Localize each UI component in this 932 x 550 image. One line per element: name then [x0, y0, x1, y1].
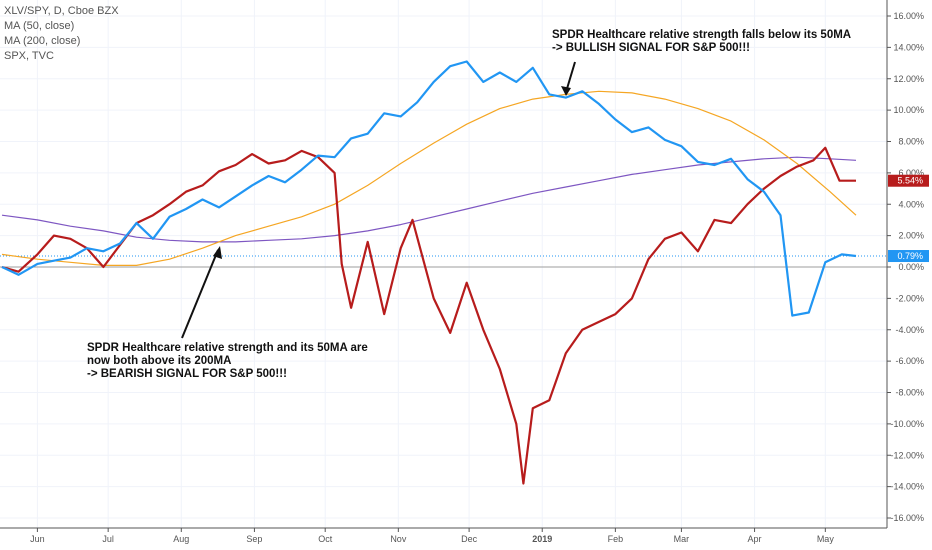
y-tick-label: -10.00%: [890, 419, 924, 429]
x-tick-label: Mar: [674, 534, 690, 544]
x-tick-label: Jun: [30, 534, 45, 544]
last-value-tags: 5.54% 0.79%: [888, 174, 929, 263]
last-value-tag-xlv_spy: [888, 250, 929, 263]
y-tick-label: 14.00%: [893, 42, 924, 52]
x-tick-label: Dec: [461, 534, 478, 544]
bottom-annotation-arrowhead: [213, 246, 222, 259]
series-line-xlv_spy: [1, 60, 857, 317]
top-annotation-line2: -> BULLISH SIGNAL FOR S&P 500!!!: [552, 42, 750, 54]
legend: XLV/SPY, D, Cboe BZX MA (50, close) MA (…: [4, 4, 119, 64]
y-tick-label: 0.00%: [898, 262, 924, 272]
bottom-annotation: SPDR Healthcare relative strength and it…: [87, 342, 368, 381]
y-tick-label: -12.00%: [890, 450, 924, 460]
y-tick-label: -6.00%: [895, 356, 924, 366]
x-tick-label: 2019: [532, 534, 552, 544]
series-layer: [1, 60, 857, 485]
y-tick-label: 2.00%: [898, 231, 924, 241]
y-tick-label: 6.00%: [898, 168, 924, 178]
x-tick-label: Oct: [318, 534, 333, 544]
y-tick-label: -4.00%: [895, 325, 924, 335]
series-line-ma50: [1, 90, 857, 266]
x-tick-label: Apr: [748, 534, 762, 544]
grid: [0, 0, 887, 528]
y-tick-label: 8.00%: [898, 137, 924, 147]
y-tick-label: -16.00%: [890, 513, 924, 523]
last-value-tag-text-spx: 5.54%: [897, 176, 923, 186]
bottom-annotation-line3: -> BEARISH SIGNAL FOR S&P 500!!!: [87, 368, 287, 380]
x-tick-label: Feb: [608, 534, 624, 544]
legend-spx: SPX, TVC: [4, 50, 54, 62]
top-annotation-arrowhead: [561, 86, 571, 96]
y-axis-ticks: 16.00% 14.00% 12.00% 10.00% 8.00% 6.00% 4.00% 2…: [887, 11, 924, 523]
legend-ma200: MA (200, close): [4, 35, 81, 47]
y-tick-label: 12.00%: [893, 74, 924, 84]
x-tick-label: May: [817, 534, 835, 544]
y-tick-label: -14.00%: [890, 482, 924, 492]
legend-symbol: XLV/SPY, D, Cboe BZX: [4, 5, 119, 17]
y-tick-label: 4.00%: [898, 199, 924, 209]
y-tick-label: -8.00%: [895, 388, 924, 398]
last-value-tag-text-xlv_spy: 0.79%: [897, 251, 923, 261]
x-tick-label: Aug: [173, 534, 189, 544]
x-tick-label: Jul: [102, 534, 114, 544]
y-tick-label: -2.00%: [895, 293, 924, 303]
x-axis-ticks: Jun Jul Aug Sep Oct Nov Dec 2019 Feb Mar Apr May: [30, 528, 834, 544]
top-annotation: SPDR Healthcare relative strength falls …: [552, 29, 851, 55]
last-value-tag-spx: [888, 174, 929, 187]
series-line-spx: [1, 146, 856, 485]
bottom-annotation-line1: SPDR Healthcare relative strength and it…: [87, 342, 368, 354]
legend-ma50: MA (50, close): [4, 20, 75, 32]
y-tick-label: 16.00%: [893, 11, 924, 21]
top-annotation-arrow: [565, 61, 576, 93]
top-annotation-line1: SPDR Healthcare relative strength falls …: [552, 29, 852, 41]
bottom-annotation-arrow: [181, 249, 219, 339]
x-tick-label: Nov: [390, 534, 407, 544]
bottom-annotation-line2: now both above its 200MA: [87, 355, 232, 367]
y-tick-label: 10.00%: [893, 105, 924, 115]
x-tick-label: Sep: [246, 534, 262, 544]
series-line-ma200: [1, 156, 857, 243]
annotation-arrows: [181, 61, 576, 339]
